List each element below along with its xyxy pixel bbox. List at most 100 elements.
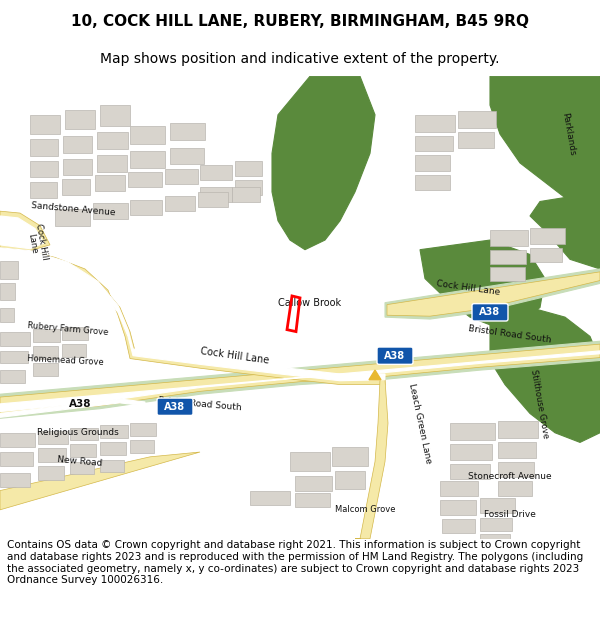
Text: Leach Green Lane: Leach Green Lane	[407, 382, 433, 464]
Polygon shape	[0, 216, 44, 249]
Polygon shape	[385, 269, 600, 319]
Text: Stonecroft Avenue: Stonecroft Avenue	[468, 472, 552, 481]
Polygon shape	[530, 192, 600, 269]
Polygon shape	[0, 452, 200, 510]
Polygon shape	[458, 132, 494, 148]
Polygon shape	[498, 462, 534, 477]
Polygon shape	[332, 448, 368, 466]
Polygon shape	[130, 199, 162, 215]
Polygon shape	[415, 115, 455, 132]
Polygon shape	[30, 115, 60, 134]
Polygon shape	[30, 161, 58, 177]
Polygon shape	[130, 441, 154, 453]
Polygon shape	[100, 425, 128, 438]
Polygon shape	[498, 442, 536, 458]
Polygon shape	[170, 122, 205, 140]
Text: Stilthouse Grove: Stilthouse Grove	[530, 369, 550, 439]
Polygon shape	[100, 105, 130, 126]
Polygon shape	[490, 267, 525, 281]
Polygon shape	[0, 261, 18, 279]
Polygon shape	[480, 534, 510, 539]
Polygon shape	[38, 448, 66, 462]
Polygon shape	[480, 518, 512, 531]
Polygon shape	[38, 466, 64, 480]
Text: A38: A38	[385, 351, 406, 361]
Text: New Road: New Road	[57, 455, 103, 468]
Polygon shape	[0, 399, 145, 418]
Text: A38: A38	[69, 399, 91, 409]
Polygon shape	[33, 329, 60, 342]
Polygon shape	[0, 452, 33, 466]
Polygon shape	[30, 139, 58, 156]
Polygon shape	[498, 481, 532, 496]
Text: Cock Hill Lane: Cock Hill Lane	[200, 346, 270, 366]
Polygon shape	[30, 182, 57, 198]
Polygon shape	[62, 179, 90, 195]
Polygon shape	[490, 249, 526, 264]
Text: Sandstone Avenue: Sandstone Avenue	[31, 201, 115, 217]
Polygon shape	[0, 344, 600, 416]
Polygon shape	[70, 462, 94, 474]
Polygon shape	[290, 452, 330, 471]
Polygon shape	[63, 159, 92, 176]
Polygon shape	[235, 180, 262, 195]
Polygon shape	[0, 248, 385, 381]
Polygon shape	[440, 481, 478, 496]
Polygon shape	[130, 151, 165, 168]
Polygon shape	[0, 473, 30, 487]
Polygon shape	[0, 351, 600, 411]
Polygon shape	[130, 126, 165, 144]
Polygon shape	[458, 111, 496, 128]
Polygon shape	[415, 174, 450, 190]
Polygon shape	[450, 464, 490, 479]
Polygon shape	[530, 248, 562, 262]
Text: Homemead Grove: Homemead Grove	[26, 354, 103, 367]
Polygon shape	[95, 176, 125, 191]
Polygon shape	[490, 308, 600, 442]
Polygon shape	[38, 431, 68, 444]
Text: 10, COCK HILL LANE, RUBERY, BIRMINGHAM, B45 9RQ: 10, COCK HILL LANE, RUBERY, BIRMINGHAM, …	[71, 14, 529, 29]
Polygon shape	[198, 192, 228, 208]
Polygon shape	[415, 155, 450, 171]
Text: Malcom Grove: Malcom Grove	[335, 506, 395, 514]
Polygon shape	[100, 460, 124, 472]
Polygon shape	[0, 351, 28, 363]
Polygon shape	[65, 110, 95, 129]
Text: Rubery Farm Grove: Rubery Farm Grove	[27, 321, 109, 337]
Polygon shape	[0, 370, 25, 382]
Polygon shape	[63, 136, 92, 153]
Polygon shape	[450, 423, 495, 441]
Polygon shape	[165, 196, 195, 211]
Polygon shape	[200, 187, 232, 201]
Text: Cock Hill
Lane: Cock Hill Lane	[24, 223, 50, 262]
Polygon shape	[232, 187, 260, 202]
Polygon shape	[490, 231, 528, 246]
Text: Bristol Road South: Bristol Road South	[158, 396, 242, 412]
Text: Map shows position and indicative extent of the property.: Map shows position and indicative extent…	[100, 52, 500, 66]
Polygon shape	[128, 172, 162, 187]
Polygon shape	[235, 161, 262, 176]
Text: Cock Hill Lane: Cock Hill Lane	[436, 279, 500, 297]
Text: Bristol Road South: Bristol Road South	[468, 324, 552, 345]
Polygon shape	[200, 165, 232, 180]
Polygon shape	[0, 245, 385, 384]
FancyBboxPatch shape	[472, 304, 508, 321]
Polygon shape	[33, 346, 58, 359]
Polygon shape	[0, 211, 50, 251]
Polygon shape	[100, 442, 126, 455]
Polygon shape	[530, 229, 565, 244]
Polygon shape	[250, 491, 290, 505]
Polygon shape	[450, 444, 492, 460]
Polygon shape	[440, 500, 476, 514]
Text: Fossil Drive: Fossil Drive	[484, 510, 536, 519]
Polygon shape	[0, 341, 600, 418]
Polygon shape	[442, 519, 475, 533]
Polygon shape	[130, 423, 156, 436]
Polygon shape	[70, 428, 98, 441]
Polygon shape	[62, 327, 88, 340]
Text: Callow Brook: Callow Brook	[278, 298, 341, 308]
Polygon shape	[97, 155, 127, 172]
Text: Parklands: Parklands	[560, 112, 576, 156]
Polygon shape	[295, 492, 330, 507]
Polygon shape	[62, 344, 86, 357]
